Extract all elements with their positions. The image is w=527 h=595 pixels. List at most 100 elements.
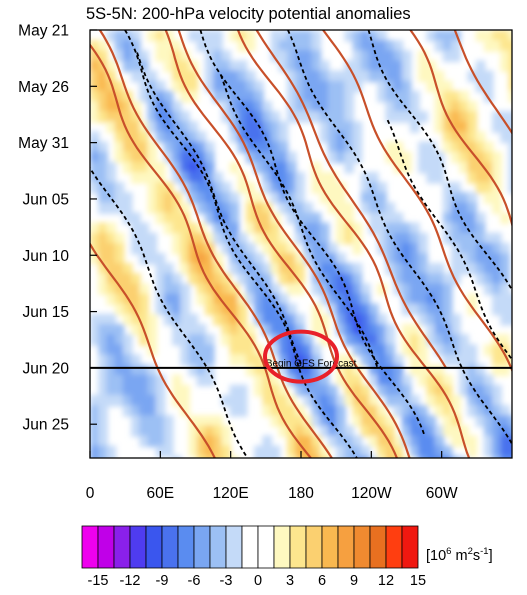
field-cell: [278, 242, 289, 255]
field-cell: [368, 50, 379, 62]
field-cell: [352, 445, 363, 458]
field-cell: [319, 232, 330, 245]
field-cell: [229, 30, 240, 42]
field-cell: [155, 212, 166, 225]
field-cell: [204, 212, 215, 225]
field-cell: [303, 425, 314, 437]
field-cell: [434, 344, 445, 356]
field-cell: [245, 80, 256, 93]
field-cell: [147, 70, 158, 83]
field-cell: [155, 121, 166, 133]
field-cell: [303, 30, 314, 42]
field-cell: [139, 141, 149, 154]
field-cell: [295, 263, 305, 275]
field-cell: [508, 40, 512, 52]
field-cell: [139, 405, 149, 417]
field-cell: [180, 151, 190, 164]
field-cell: [467, 303, 478, 316]
field-cell: [360, 425, 371, 437]
field-cell: [442, 141, 453, 154]
y-tick-label: May 26: [18, 79, 69, 96]
field-cell: [475, 131, 486, 144]
field-cell: [278, 384, 289, 397]
field-cell: [98, 161, 108, 174]
field-cell: [122, 394, 133, 407]
field-cell: [336, 90, 346, 103]
field-cell: [172, 384, 182, 397]
field-cell: [114, 182, 125, 194]
field-cell: [434, 80, 445, 93]
field-cell: [163, 131, 174, 144]
field-cell: [245, 202, 256, 214]
field-cell: [385, 90, 396, 103]
field-cell: [98, 70, 108, 83]
field-cell: [459, 100, 469, 113]
field-cell: [254, 384, 264, 397]
field-cell: [270, 192, 281, 204]
field-cell: [139, 90, 149, 103]
field-cell: [451, 90, 461, 103]
field-cell: [336, 263, 346, 275]
field-cell: [442, 415, 453, 427]
field-cell: [377, 40, 387, 52]
field-cell: [344, 425, 355, 437]
field-cell: [155, 182, 166, 194]
colorbar-tick-label: 15: [410, 573, 426, 589]
field-cell: [139, 283, 149, 296]
field-cell: [229, 344, 240, 356]
colorbar-tick-label: 9: [350, 573, 358, 589]
field-cell: [204, 334, 215, 346]
field-cell: [295, 232, 305, 245]
field-cell: [139, 384, 149, 397]
field-cell: [508, 70, 512, 83]
field-cell: [418, 313, 428, 326]
colorbar-swatch: [273, 525, 291, 569]
field-cell: [360, 323, 371, 336]
field-cell: [155, 374, 166, 387]
field-cell: [122, 111, 133, 123]
field-cell: [336, 425, 346, 437]
field-cell: [122, 405, 133, 417]
field-cell: [492, 192, 502, 204]
field-cell: [336, 202, 346, 214]
field-cell: [254, 283, 264, 296]
field-cell: [344, 263, 355, 275]
field-cell: [163, 111, 174, 123]
colorbar-swatch: [289, 525, 307, 569]
field-cell: [286, 273, 297, 285]
field-cell: [467, 141, 478, 154]
field-cell: [278, 60, 289, 73]
field-cell: [352, 232, 363, 245]
field-cell: [270, 222, 281, 235]
field-cell: [442, 40, 453, 52]
field-cell: [286, 405, 297, 417]
field-cell: [344, 202, 355, 214]
field-cell: [98, 334, 108, 346]
field-cell: [352, 242, 363, 255]
field-cell: [196, 30, 207, 42]
field-cell: [401, 273, 412, 285]
field-cell: [188, 313, 199, 326]
field-cell: [147, 202, 158, 214]
field-cell: [385, 242, 396, 255]
field-cell: [459, 90, 469, 103]
field-cell: [418, 354, 428, 367]
field-cell: [254, 344, 264, 356]
field-cell: [508, 455, 512, 458]
field-cell: [286, 60, 297, 73]
colorbar-swatch: [161, 525, 179, 569]
field-cell: [139, 232, 149, 245]
field-cell: [451, 334, 461, 346]
field-cell: [483, 344, 494, 356]
field-cell: [270, 455, 281, 458]
field-cell: [508, 415, 512, 427]
field-cell: [229, 90, 240, 103]
field-cell: [106, 232, 117, 245]
y-tick-label: Jun 15: [22, 304, 69, 321]
field-cell: [221, 70, 231, 83]
field-cell: [270, 253, 281, 265]
field-cell: [131, 425, 141, 437]
field-cell: [426, 151, 437, 164]
field-cell: [451, 192, 461, 204]
field-cell: [451, 111, 461, 123]
